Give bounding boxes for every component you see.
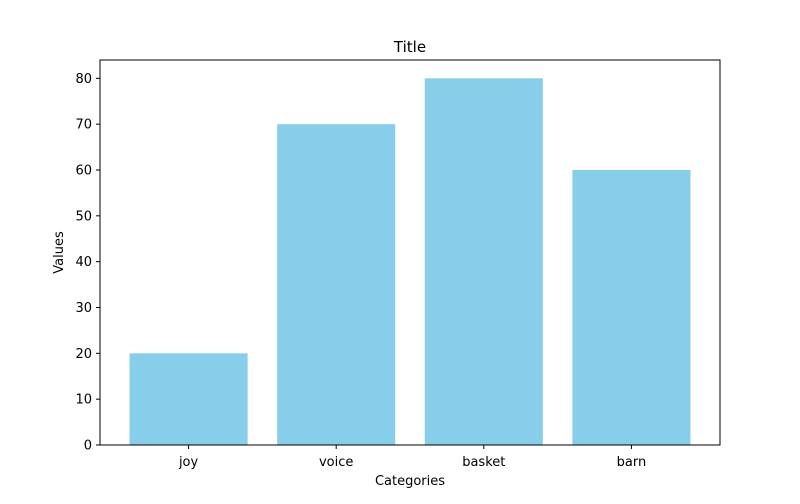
bars-layer xyxy=(129,78,691,446)
y-tick-label: 20 xyxy=(75,347,92,362)
y-tick-label: 60 xyxy=(75,164,92,179)
y-tick-label: 30 xyxy=(75,301,92,316)
y-axis-label: Values xyxy=(52,231,67,274)
bar-joy xyxy=(129,353,248,445)
bar-barn xyxy=(572,170,691,445)
y-axis: 0 10 20 30 40 50 60 70 80 xyxy=(75,72,100,454)
y-tick-label: 40 xyxy=(75,255,92,270)
bar-basket xyxy=(424,78,543,445)
x-tick-label: joy xyxy=(178,455,199,470)
bar-voice xyxy=(277,124,396,446)
y-tick-label: 80 xyxy=(75,72,92,87)
y-tick-label: 0 xyxy=(84,439,92,454)
y-tick-label: 70 xyxy=(75,118,92,133)
x-tick-label: basket xyxy=(462,455,505,470)
y-tick-label: 50 xyxy=(75,209,92,224)
plot-frame xyxy=(99,59,721,446)
x-tick-label: barn xyxy=(617,455,647,470)
x-axis-label: Categories xyxy=(375,474,445,489)
x-axis: joy voice basket barn xyxy=(178,445,646,470)
y-tick-label: 10 xyxy=(75,393,92,408)
chart-title: Title xyxy=(393,38,426,56)
x-tick-label: voice xyxy=(319,455,353,470)
